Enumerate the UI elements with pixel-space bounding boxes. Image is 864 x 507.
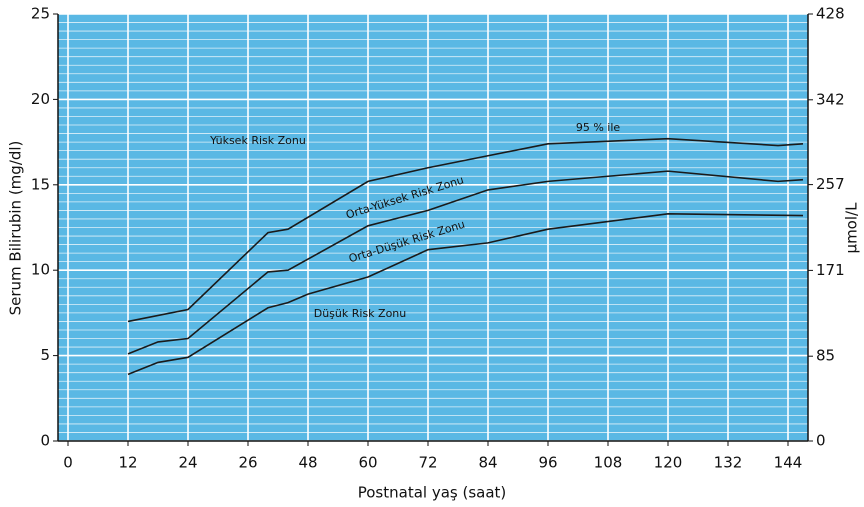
y-tick-label: 20: [31, 90, 50, 108]
annotation: Düşük Risk Zonu: [314, 307, 407, 320]
y-tick-label: 5: [40, 346, 50, 364]
y2-tick-label: 428: [816, 5, 845, 23]
x-tick-label: 24: [178, 454, 197, 472]
annotation: 95 % ile: [576, 121, 621, 134]
x-tick-label: 96: [538, 454, 557, 472]
x-tick-label: 60: [358, 454, 377, 472]
y-tick-label: 0: [40, 432, 50, 450]
risk-curve: [127, 213, 804, 376]
x-tick-label: 12: [118, 454, 137, 472]
x-tick-label: 108: [594, 454, 623, 472]
x-tick-label: 120: [654, 454, 683, 472]
y2-tick-label: 171: [816, 261, 845, 279]
x-axis-label: Postnatal yaş (saat): [358, 484, 507, 502]
x-tick-label: 132: [714, 454, 743, 472]
y2-tick-label: 342: [816, 90, 845, 108]
risk-curve: [127, 137, 804, 323]
x-tick-label: 72: [418, 454, 437, 472]
x-tick-label: 144: [774, 454, 803, 472]
x-tick-label: 48: [298, 454, 317, 472]
y2-tick-label: 0: [816, 432, 826, 450]
x-tick-label: 26: [238, 454, 257, 472]
x-tick-label: 0: [63, 454, 73, 472]
y-axis-label: Serum Bilirubin (mg/dl): [7, 141, 25, 316]
y2-tick-label: 85: [816, 347, 835, 365]
y-tick-label: 15: [31, 175, 50, 193]
y2-tick-label: 257: [816, 175, 845, 193]
annotation: Yüksek Risk Zonu: [209, 134, 306, 147]
y-tick-label: 25: [31, 5, 50, 23]
risk-curve: [127, 170, 804, 355]
x-tick-label: 84: [478, 454, 497, 472]
y-tick-label: 10: [31, 261, 50, 279]
y2-axis-label: μmol/L: [843, 202, 861, 254]
